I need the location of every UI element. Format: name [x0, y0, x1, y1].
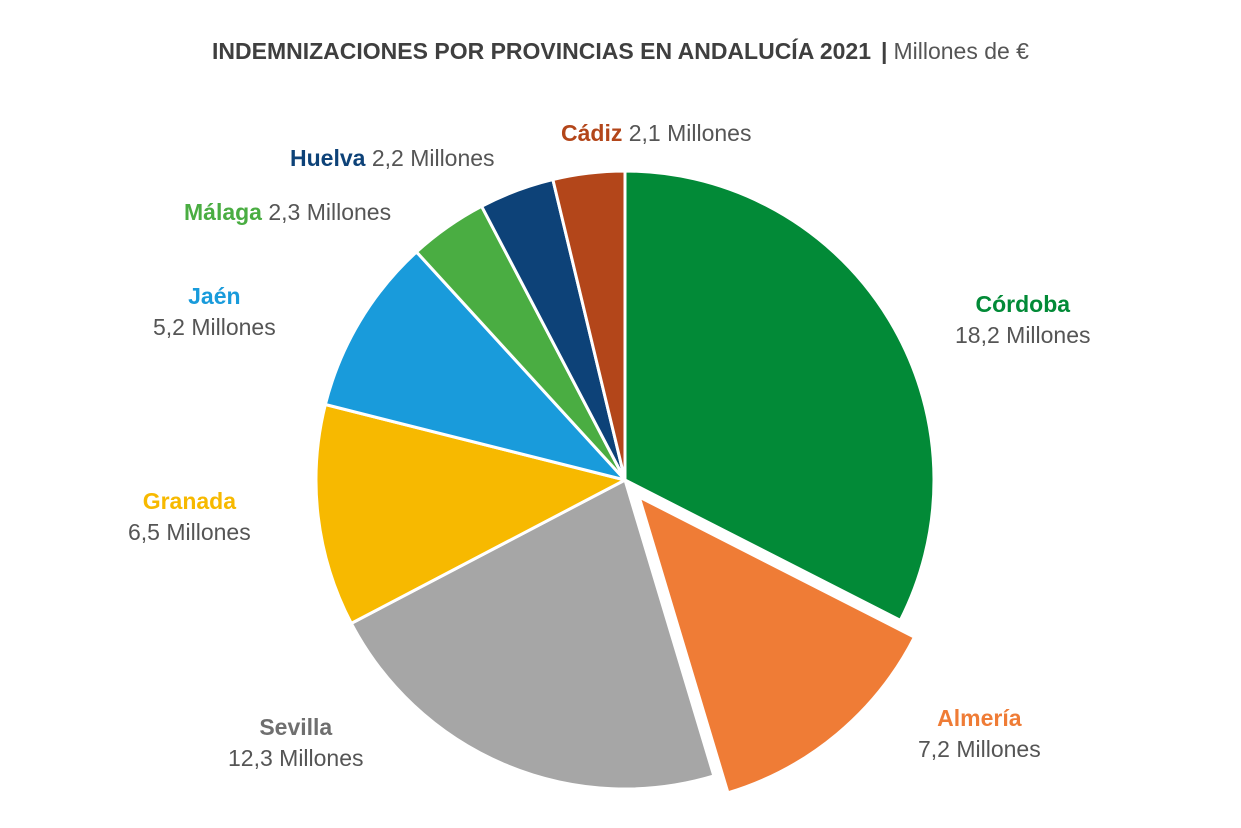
label-huelva-name: Huelva: [290, 145, 366, 171]
label-almeria-value: 7,2 Millones: [918, 736, 1041, 762]
label-sevilla-value: 12,3 Millones: [228, 745, 364, 771]
label-cordoba: Córdoba 18,2 Millones: [955, 289, 1091, 351]
label-jaen: Jaén 5,2 Millones: [153, 281, 276, 343]
pie-slice-sevilla: [349, 478, 716, 791]
pie-slice-almeria: [637, 495, 916, 795]
label-almeria: Almería 7,2 Millones: [918, 703, 1041, 765]
title-separator: |: [881, 38, 888, 64]
label-huelva-value: 2,2 Millones: [371, 145, 495, 171]
label-cadiz: Cádiz 2,1 Millones: [561, 118, 751, 149]
label-cordoba-name: Córdoba: [975, 291, 1071, 317]
label-almeria-name: Almería: [937, 705, 1022, 731]
label-huelva: Huelva 2,2 Millones: [290, 143, 495, 174]
label-jaen-value: 5,2 Millones: [153, 314, 276, 340]
pie-slice-granada: [314, 402, 627, 625]
label-granada-value: 6,5 Millones: [128, 519, 251, 545]
label-jaen-name: Jaén: [188, 283, 241, 309]
pie-slice-cadiz: [551, 169, 627, 482]
chart-title: INDEMNIZACIONES POR PROVINCIAS EN ANDALU…: [0, 38, 1241, 65]
chart-title-main: INDEMNIZACIONES POR PROVINCIAS EN ANDALU…: [212, 38, 872, 64]
label-malaga: Málaga 2,3 Millones: [184, 197, 391, 228]
label-cadiz-value: 2,1 Millones: [628, 120, 752, 146]
chart-unit: Millones de €: [893, 38, 1029, 64]
label-cordoba-value: 18,2 Millones: [955, 322, 1091, 348]
label-granada-name: Granada: [142, 488, 237, 514]
label-malaga-value: 2,3 Millones: [268, 199, 392, 225]
label-cadiz-name: Cádiz: [561, 120, 623, 146]
label-sevilla-name: Sevilla: [259, 714, 333, 740]
pie-slice-cordoba: [623, 169, 936, 622]
label-sevilla: Sevilla 12,3 Millones: [228, 712, 364, 774]
label-granada: Granada 6,5 Millones: [128, 486, 251, 548]
pie-slice-jaen: [323, 250, 627, 482]
label-malaga-name: Málaga: [184, 199, 262, 225]
